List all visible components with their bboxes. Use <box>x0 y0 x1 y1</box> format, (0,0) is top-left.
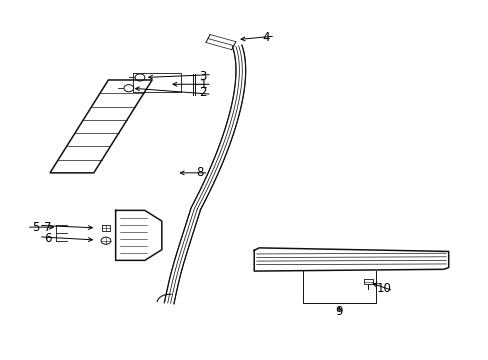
Text: 8: 8 <box>196 166 203 179</box>
Text: 3: 3 <box>199 70 206 83</box>
Text: 10: 10 <box>376 283 391 296</box>
Text: 4: 4 <box>262 31 269 44</box>
Text: 1: 1 <box>199 78 206 91</box>
Text: 7: 7 <box>44 221 51 234</box>
Text: 5: 5 <box>32 221 39 234</box>
Text: 6: 6 <box>44 232 51 245</box>
Text: 2: 2 <box>199 86 206 99</box>
Text: 9: 9 <box>335 305 343 318</box>
